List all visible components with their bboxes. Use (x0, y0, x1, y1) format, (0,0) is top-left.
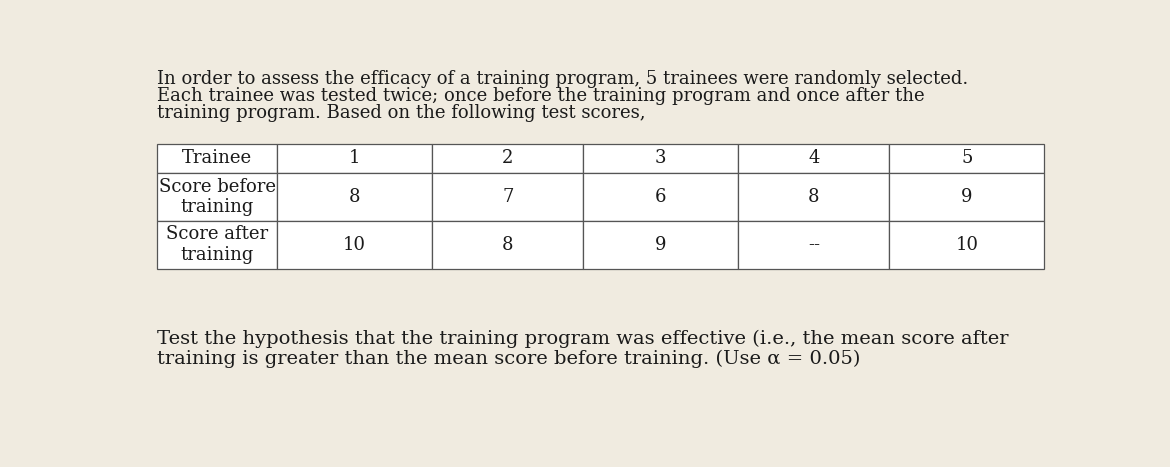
Bar (738, 144, 889, 173)
Text: 10: 10 (343, 236, 366, 254)
Bar (157, 221, 277, 269)
Text: 1: 1 (349, 149, 360, 168)
Text: 9: 9 (655, 236, 667, 254)
Text: Test the hypothesis that the training program was effective (i.e., the mean scor: Test the hypothesis that the training pr… (157, 329, 1009, 347)
Bar (889, 221, 1045, 269)
Text: 7: 7 (502, 188, 514, 206)
Bar (277, 221, 432, 269)
Text: In order to assess the efficacy of a training program, 5 trainees were randomly : In order to assess the efficacy of a tra… (157, 70, 969, 88)
Text: 10: 10 (956, 236, 978, 254)
Text: Trainee: Trainee (183, 149, 253, 168)
Text: 6: 6 (655, 188, 667, 206)
Bar (738, 173, 889, 221)
Text: training is greater than the mean score before training. (Use α = 0.05): training is greater than the mean score … (157, 349, 860, 368)
Text: 8: 8 (502, 236, 514, 254)
Text: --: -- (808, 236, 820, 254)
Bar (432, 173, 584, 221)
Bar (889, 173, 1045, 221)
Text: 5: 5 (962, 149, 972, 168)
Text: 9: 9 (962, 188, 972, 206)
Text: Each trainee was tested twice; once before the training program and once after t: Each trainee was tested twice; once befo… (157, 87, 924, 105)
Bar (738, 221, 889, 269)
Text: 4: 4 (808, 149, 820, 168)
Bar (277, 144, 432, 173)
Text: Score after
training: Score after training (166, 225, 268, 264)
Text: 2: 2 (502, 149, 514, 168)
Bar (889, 144, 1045, 173)
Bar (157, 173, 277, 221)
Bar (584, 144, 738, 173)
Bar (277, 173, 432, 221)
Text: 3: 3 (655, 149, 667, 168)
Bar (584, 221, 738, 269)
Bar (584, 173, 738, 221)
Text: Score before
training: Score before training (159, 177, 276, 216)
Bar (432, 221, 584, 269)
Bar (432, 144, 584, 173)
Text: 8: 8 (349, 188, 360, 206)
Text: training program. Based on the following test scores,: training program. Based on the following… (157, 104, 646, 122)
Text: 8: 8 (808, 188, 820, 206)
Bar (157, 144, 277, 173)
